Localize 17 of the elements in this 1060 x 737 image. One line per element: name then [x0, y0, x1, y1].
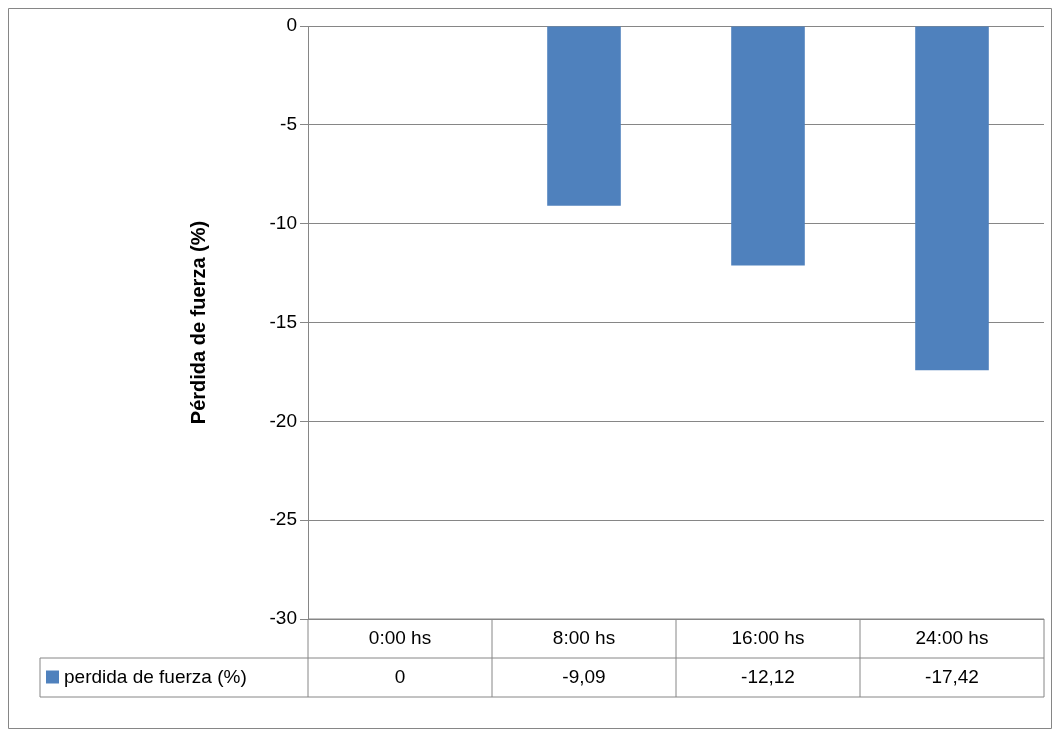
y-tick-label: -15 — [269, 310, 297, 332]
x-tick-label: 16:00 hs — [731, 626, 805, 648]
data-label: 0 — [394, 665, 406, 687]
x-tick-label: 24:00 hs — [915, 626, 989, 648]
y-axis-title: Pérdida de fuerza (%) — [186, 220, 209, 425]
y-tick-label: -20 — [269, 409, 297, 431]
y-tick-label: -5 — [280, 113, 297, 135]
x-tick-label: 8:00 hs — [552, 626, 616, 648]
data-label: -17,42 — [925, 665, 979, 687]
y-tick-label: -25 — [269, 508, 297, 530]
legend-label: perdida de fuerza (%) — [64, 665, 247, 687]
data-label: -12,12 — [741, 665, 795, 687]
x-tick-label: 0:00 hs — [368, 626, 432, 648]
y-tick-label: -30 — [269, 607, 297, 629]
y-tick-label: 0 — [286, 14, 297, 36]
y-tick-label: -10 — [269, 211, 297, 233]
data-label: -9,09 — [562, 665, 606, 687]
